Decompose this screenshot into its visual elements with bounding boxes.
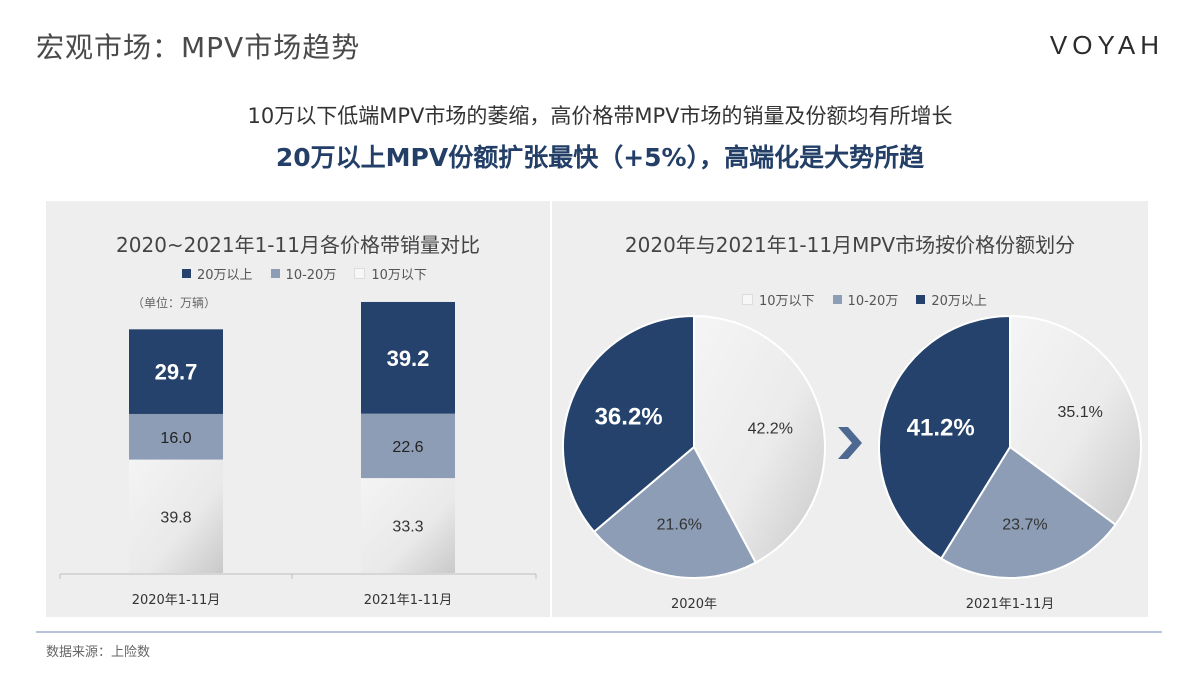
- x-tick-label: 2021年1-11月: [364, 593, 453, 608]
- bar-segment: [129, 459, 223, 573]
- pie-chart-svg: 42.2% 21.6% 36.2% 2020年 35.1% 23.7% 41.2% 2021年…: [562, 314, 1142, 612]
- legend-swatch: [832, 295, 842, 304]
- legend-swatch: [182, 269, 191, 278]
- legend-item-mid: 10-20万: [270, 264, 337, 283]
- legend-item-above-20: 20万以上: [916, 290, 987, 309]
- page-title: 宏观市场：MPV市场趋势: [36, 31, 361, 64]
- legend-swatch: [916, 295, 926, 304]
- chevron-right-icon: [838, 427, 862, 459]
- bar-value-label: 33.3: [392, 519, 423, 536]
- data-source-note: 数据来源：上险数: [46, 645, 151, 660]
- bar-segment: [361, 413, 455, 479]
- pie-caption: 2020年: [671, 597, 717, 612]
- pie-chart-panel: 2020年与2021年1-11月MPV市场按价格份额划分 10万以下 10-20…: [552, 201, 1148, 617]
- pie-slice: [939, 445, 1117, 579]
- legend-item-below-10: 10万以下: [742, 290, 815, 309]
- pie-chart-legend: 10万以下 10-20万 20万以上: [742, 290, 987, 309]
- bar-chart-panel: 2020~2021年1-11月各价格带销量对比 20万以上 10-20万 10万…: [46, 201, 550, 617]
- legend-label: 10-20万: [847, 294, 899, 309]
- bar-value-label: 39.8: [160, 509, 191, 526]
- pie-slice-label: 35.1%: [1057, 404, 1102, 421]
- headline-summary: 10万以下低端MPV市场的萎缩，高价格带MPV市场的销量及份额均有所增长: [247, 104, 953, 128]
- legend-swatch: [270, 269, 280, 278]
- bar-value-label: 22.6: [392, 439, 423, 456]
- bar-segment: [129, 413, 223, 460]
- legend-swatch: [742, 294, 753, 305]
- footer-divider: [36, 631, 1162, 633]
- pie-slice-label: 23.7%: [1002, 516, 1047, 533]
- pie-slice: [1009, 314, 1142, 527]
- bar-chart-title: 2020~2021年1-11月各价格带销量对比: [116, 233, 480, 257]
- brand-logo: VOYAH: [1049, 30, 1164, 60]
- pie-caption: 2021年1-11月: [966, 597, 1055, 612]
- legend-item-above-20: 20万以上: [182, 264, 253, 283]
- pie-slice-label: 42.2%: [748, 420, 793, 437]
- legend-item-mid: 10-20万: [832, 290, 899, 309]
- legend-label: 10万以下: [759, 294, 815, 309]
- pie-slice: [878, 314, 1011, 560]
- legend-label: 10-20万: [285, 268, 337, 283]
- legend-label: 20万以上: [931, 294, 987, 309]
- bar-segment: [361, 301, 455, 414]
- pie-slice: [693, 314, 826, 564]
- bar-segment: [361, 478, 455, 573]
- bar-value-label: 16.0: [160, 430, 191, 447]
- legend-item-below-10: 10万以下: [354, 264, 427, 283]
- pie-slice-label: 41.2%: [907, 414, 975, 441]
- pie-slice-label: 36.2%: [595, 404, 663, 431]
- pie-slice-label: 21.6%: [657, 517, 702, 534]
- legend-label: 10万以下: [371, 268, 427, 283]
- bar-value-label: 29.7: [155, 360, 198, 385]
- pie-slice: [592, 445, 758, 579]
- bar-chart-legend: 20万以上 10-20万 10万以下: [182, 264, 427, 283]
- bar-chart-svg: 39.8 16.0 29.7 2020年1-11月 33.3 22.6 39.2 2021年1…: [59, 301, 537, 608]
- pie-slice: [562, 314, 695, 534]
- pie-chart-title: 2020年与2021年1-11月MPV市场按价格份额划分: [624, 233, 1076, 257]
- x-tick-label: 2020年1-11月: [132, 593, 221, 608]
- bar-value-label: 39.2: [387, 346, 430, 371]
- legend-swatch: [354, 268, 366, 279]
- bar-segment: [129, 329, 223, 414]
- legend-label: 20万以上: [197, 268, 253, 283]
- unit-note: （单位：万辆）: [132, 296, 217, 310]
- headline-emphasis: 20万以上MPV份额扩张最快（+5%），高端化是大势所趋: [275, 143, 925, 172]
